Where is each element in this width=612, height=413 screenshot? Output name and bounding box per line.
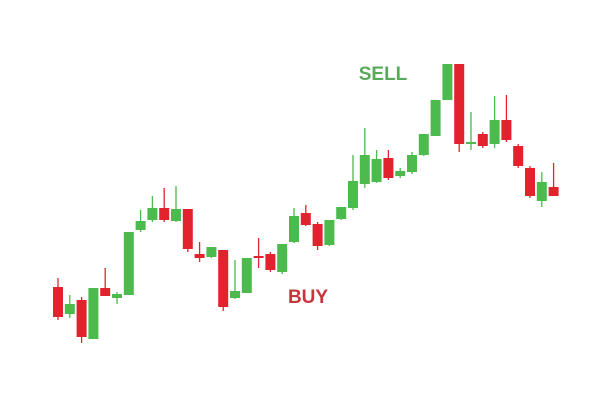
candle-body: [548, 187, 559, 196]
candle-body: [489, 120, 500, 144]
candle-body: [300, 213, 311, 225]
sell-annotation: SELL: [359, 64, 408, 85]
candle-body: [336, 207, 347, 219]
candle-body: [430, 100, 441, 136]
candle-body: [206, 247, 217, 257]
candle-body: [241, 258, 252, 293]
candle-body: [112, 294, 122, 298]
candle-body: [135, 221, 146, 230]
candle-body: [123, 232, 134, 295]
candle-body: [76, 300, 87, 337]
candle-body: [454, 64, 465, 144]
candle-body: [525, 168, 535, 196]
candle-body: [277, 244, 288, 272]
candle-body: [159, 208, 170, 220]
candle-body: [64, 304, 75, 314]
candle-body: [371, 159, 382, 182]
candle-body: [359, 155, 370, 184]
candle-body: [171, 209, 181, 221]
candle-body: [383, 158, 394, 178]
candle-body: [312, 224, 323, 246]
candle-body: [407, 155, 417, 172]
candle-body: [324, 220, 335, 245]
buy-annotation: BUY: [288, 287, 328, 308]
candle-body: [395, 171, 406, 176]
candle-body: [53, 287, 63, 317]
candle-body: [88, 288, 99, 339]
candle-body: [536, 182, 547, 201]
candle-body: [230, 291, 240, 298]
candle-body: [289, 216, 299, 242]
candle-body: [418, 134, 429, 155]
candle-body: [477, 134, 488, 146]
candle-body: [218, 250, 229, 307]
candle-body: [182, 209, 193, 249]
candle-body: [442, 64, 453, 100]
candle-body: [348, 181, 358, 208]
candle-body: [466, 142, 476, 144]
candle-body: [513, 146, 524, 166]
candle-body: [265, 254, 276, 270]
candle-body: [501, 120, 512, 140]
candle-body: [194, 254, 205, 258]
candle-body: [147, 208, 158, 220]
candle-body: [100, 288, 111, 296]
candle-body: [253, 256, 264, 258]
